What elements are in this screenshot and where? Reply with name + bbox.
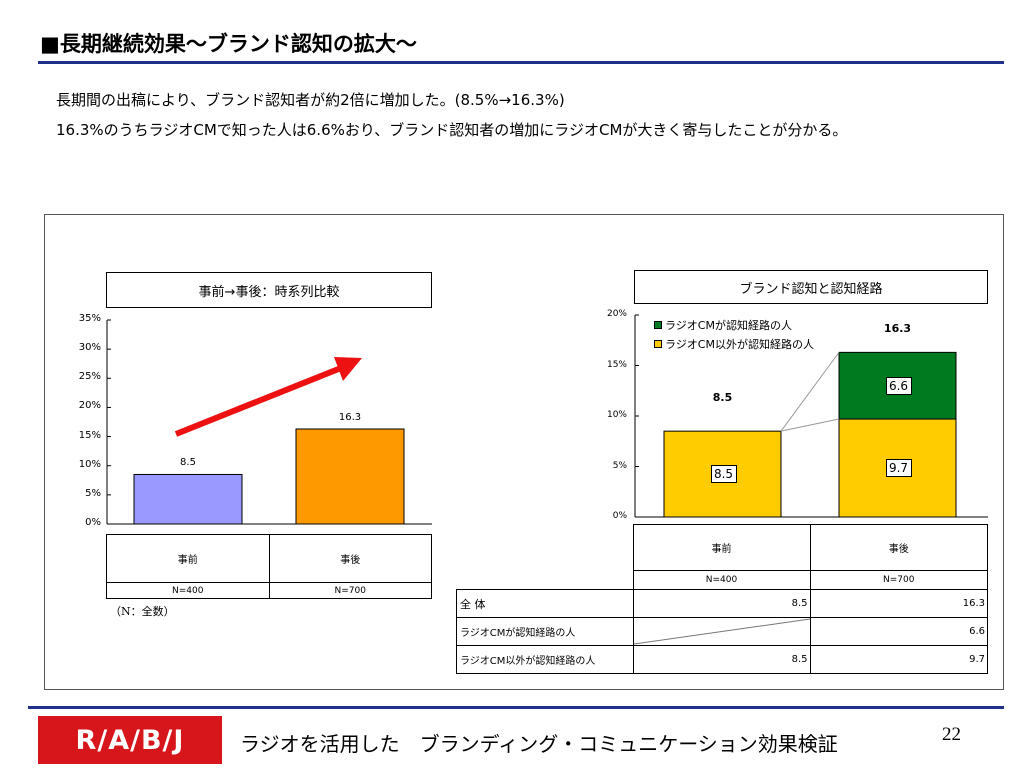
row-label-other: ラジオCM以外が認知経路の人 [456, 645, 634, 674]
right-total-label-1: 16.3 [883, 322, 912, 336]
title-underline [38, 61, 1004, 64]
right-y-tick-label: 20% [606, 309, 627, 319]
right-n-after: N=700 [809, 570, 988, 590]
right-segment-label-1-0: 9.7 [885, 459, 912, 477]
right-n-before: N=400 [632, 570, 811, 590]
left-sample-note: （N：全数） [110, 605, 175, 618]
legend-item-radio: ラジオCMが認知経路の人 [654, 317, 814, 333]
row-total-after: 16.3 [809, 589, 988, 618]
left-y-tick-label: 30% [78, 342, 101, 354]
row-radio-after: 6.6 [809, 617, 988, 646]
left-n-after: N=700 [268, 582, 432, 599]
left-y-tick-label: 5% [85, 487, 101, 499]
left-category-table: 事前 事後 N=400 N=700 [106, 534, 432, 599]
right-total-label-0: 8.5 [712, 391, 733, 405]
table-row: ラジオCMが認知経路の人 6.6 [456, 617, 988, 646]
left-bar-label-0: 8.5 [180, 457, 196, 469]
empty-cell-diagonal [633, 618, 810, 645]
left-y-tick-label: 10% [78, 458, 101, 470]
row-label-radio: ラジオCMが認知経路の人 [456, 617, 634, 646]
legend-label-radio: ラジオCMが認知経路の人 [665, 319, 792, 332]
connector-line-top [780, 352, 840, 432]
connector-line-bottom [780, 418, 840, 432]
footer-text: ラジオを活用した ブランディング・コミュニケーション効果検証 [240, 732, 838, 756]
left-y-tick-label: 35% [78, 313, 101, 324]
legend-item-other: ラジオCM以外が認知経路の人 [654, 336, 814, 352]
footer-rule [28, 706, 1004, 709]
trend-arrow-head [334, 357, 362, 381]
trend-arrow-shaft [174, 363, 348, 437]
left-chart-title: 事前→事後：時系列比較 [106, 272, 432, 308]
row-other-before: 8.5 [632, 645, 811, 674]
page-number: 22 [942, 724, 961, 745]
row-total-before: 8.5 [632, 589, 811, 618]
table-corner-2 [456, 570, 634, 590]
left-cat-after: 事後 [268, 534, 432, 583]
table-row: ラジオCM以外が認知経路の人 8.5 9.7 [456, 645, 988, 674]
left-y-tick-label: 20% [78, 400, 101, 412]
chart-frame [44, 214, 1004, 690]
right-y-tick-label: 0% [612, 511, 627, 521]
right-y-tick-label: 15% [606, 359, 627, 370]
left-bar-1 [295, 428, 405, 525]
right-segment-label-0-0: 8.5 [710, 465, 737, 484]
right-y-tick-label: 5% [612, 460, 627, 471]
row-other-after: 9.7 [809, 645, 988, 674]
left-y-tick-label: 15% [78, 429, 101, 441]
left-bar-label-1: 16.3 [338, 411, 362, 423]
right-segment-label-1-1: 6.6 [885, 376, 912, 395]
right-chart-title: ブランド認知と認知経路 [634, 270, 988, 304]
left-bar-0 [133, 473, 243, 525]
summary-line-1: 長期間の出稿により、ブランド認知者が約2倍に増加した。(8.5%→16.3%) [56, 91, 565, 109]
row-label-total: 全 体 [456, 589, 634, 618]
right-legend: ラジオCMが認知経路の人 ラジオCM以外が認知経路の人 [654, 317, 814, 352]
left-y-tick-label: 25% [78, 371, 101, 383]
slide-title: ■長期継続効果～ブランド認知の拡大～ [40, 32, 417, 56]
left-y-tick-label: 0% [85, 517, 101, 528]
legend-swatch-other [654, 340, 662, 348]
right-cat-before: 事前 [632, 524, 811, 571]
table-corner [456, 524, 634, 571]
row-radio-before [632, 617, 811, 646]
right-y-tick-label: 10% [606, 410, 627, 420]
right-cat-after: 事後 [809, 524, 988, 571]
right-data-table: 事前 事後 N=400 N=700 全 体 8.5 16.3 ラジオCMが認知経… [456, 524, 988, 674]
rabj-logo: R/A/B/J [38, 716, 222, 764]
summary-line-2: 16.3%のうちラジオCMで知った人は6.6%おり、ブランド認知者の増加にラジオ… [56, 121, 848, 139]
legend-swatch-radio [654, 321, 662, 329]
legend-label-other: ラジオCM以外が認知経路の人 [665, 338, 814, 351]
table-row: 全 体 8.5 16.3 [456, 589, 988, 618]
